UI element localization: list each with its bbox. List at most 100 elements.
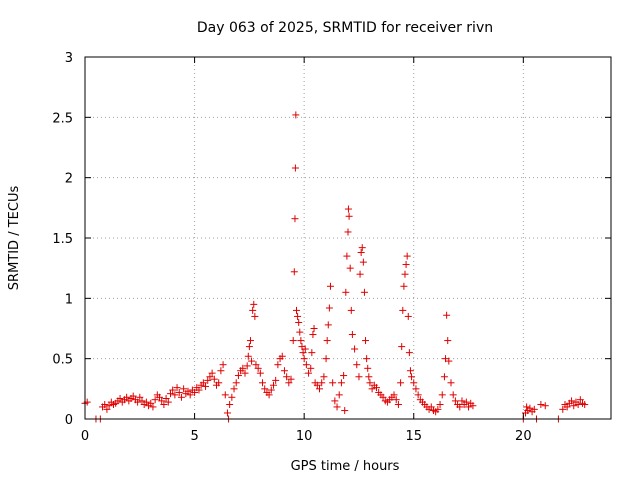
data-point <box>147 399 155 407</box>
data-point <box>274 361 282 369</box>
data-point <box>398 343 406 351</box>
data-point <box>436 401 444 409</box>
data-point <box>280 367 288 375</box>
data-point <box>362 337 370 345</box>
data-point <box>287 375 295 383</box>
y-tick-label: 0.5 <box>52 353 73 368</box>
y-tick-label: 2 <box>65 172 73 187</box>
data-point <box>191 388 199 396</box>
data-point <box>451 397 459 405</box>
data-point <box>337 379 345 387</box>
data-point <box>300 355 308 363</box>
data-point <box>346 264 354 272</box>
data-point <box>259 379 267 387</box>
data-point <box>301 345 309 353</box>
data-point <box>372 384 380 392</box>
data-point <box>400 282 408 290</box>
data-point <box>302 361 310 369</box>
data-point <box>278 352 286 360</box>
data-point <box>403 252 411 260</box>
data-point <box>581 401 589 409</box>
data-point <box>173 384 181 392</box>
data-point <box>251 312 259 320</box>
data-point <box>166 390 174 398</box>
data-point <box>440 373 448 381</box>
data-point <box>294 312 302 320</box>
data-point <box>363 355 371 363</box>
data-point <box>333 403 341 411</box>
data-point <box>427 403 435 411</box>
data-point <box>325 304 333 312</box>
data-point <box>323 337 331 345</box>
data-point <box>397 379 405 387</box>
data-point <box>208 369 216 377</box>
data-point <box>465 403 473 411</box>
y-tick-label: 1 <box>65 292 73 307</box>
data-point <box>390 391 398 399</box>
data-point <box>313 381 321 389</box>
data-point <box>291 215 299 223</box>
data-point <box>574 401 582 409</box>
data-point <box>344 228 352 236</box>
data-point <box>410 379 418 387</box>
data-point <box>469 402 477 410</box>
data-point <box>261 385 269 393</box>
data-point <box>243 362 251 370</box>
data-point <box>269 381 277 389</box>
data-point <box>164 398 172 406</box>
data-point <box>408 373 416 381</box>
data-point <box>320 373 328 381</box>
data-point <box>136 393 144 401</box>
data-point <box>234 372 242 380</box>
data-point <box>358 244 366 252</box>
data-point <box>142 398 150 406</box>
data-point <box>318 379 326 387</box>
data-point <box>252 361 260 369</box>
data-point <box>348 331 356 339</box>
data-point <box>526 404 534 412</box>
data-point <box>309 331 317 339</box>
x-tick-label: 0 <box>81 429 89 444</box>
y-tick-label: 1.5 <box>52 232 73 247</box>
data-point <box>563 403 571 411</box>
data-point <box>246 337 254 345</box>
data-point <box>449 391 457 399</box>
data-point <box>342 288 350 296</box>
data-point <box>329 379 337 387</box>
data-point <box>401 270 409 278</box>
data-point <box>219 361 227 369</box>
data-point <box>340 372 348 380</box>
data-point <box>292 306 300 314</box>
data-point <box>357 248 365 256</box>
data-point <box>462 398 470 406</box>
data-point <box>379 393 387 401</box>
data-point <box>295 318 303 326</box>
data-point <box>364 364 372 372</box>
data-point <box>149 403 157 411</box>
x-tick-label: 15 <box>405 429 422 444</box>
data-point <box>360 288 368 296</box>
data-point <box>434 405 442 413</box>
data-point <box>305 369 313 377</box>
data-point <box>570 402 578 410</box>
data-point <box>204 376 212 384</box>
data-point <box>366 379 374 387</box>
data-point <box>254 364 262 372</box>
data-point <box>239 364 247 372</box>
data-point <box>221 391 229 399</box>
data-point <box>576 396 584 404</box>
data-point <box>249 306 257 314</box>
data-point <box>250 300 258 308</box>
data-point <box>210 375 218 383</box>
data-point <box>151 396 159 404</box>
data-point <box>331 397 339 405</box>
data-point <box>228 393 236 401</box>
data-point <box>326 282 334 290</box>
data-point <box>134 398 142 406</box>
data-point <box>232 379 240 387</box>
data-point <box>399 306 407 314</box>
plot-frame <box>84 56 612 420</box>
data-point <box>530 405 538 413</box>
chart-title: Day 063 of 2025, SRMTID for receiver riv… <box>197 20 493 36</box>
data-point <box>199 379 207 387</box>
